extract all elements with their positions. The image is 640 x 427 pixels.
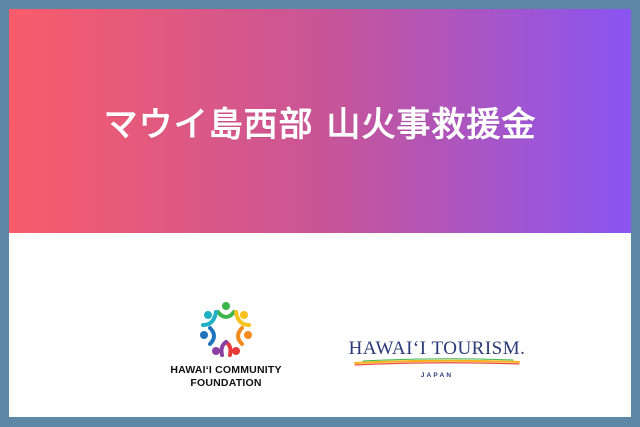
announcement-card: マウイ島西部 山火事救援金 HAWAIʻI COM (9, 9, 631, 417)
hcf-name-line2: FOUNDATION (190, 377, 262, 389)
people-circle-logo-icon (200, 302, 252, 357)
headline: マウイ島西部 山火事救援金 (103, 104, 537, 145)
hawaii-tourism-sub: JAPAN (420, 372, 454, 379)
headline-banner: マウイ島西部 山火事救援金 (9, 9, 631, 233)
hawaii-tourism-wordmark-text: HAWAIʻI TOURISM. (348, 338, 526, 359)
hcf-name-line1: HAWAIʻI COMMUNITY (170, 364, 282, 376)
hawaii-tourism-wordmark: HAWAIʻI TOURISM. (348, 338, 526, 366)
hawaii-tourism-japan-logo: HAWAIʻI TOURISM. JAPAN (342, 338, 532, 388)
rainbow-swoosh-icon (353, 358, 520, 366)
hawaii-community-foundation-logo: HAWAIʻI COMMUNITY FOUNDATION (151, 298, 301, 393)
hcf-name: HAWAIʻI COMMUNITY FOUNDATION (170, 364, 281, 390)
